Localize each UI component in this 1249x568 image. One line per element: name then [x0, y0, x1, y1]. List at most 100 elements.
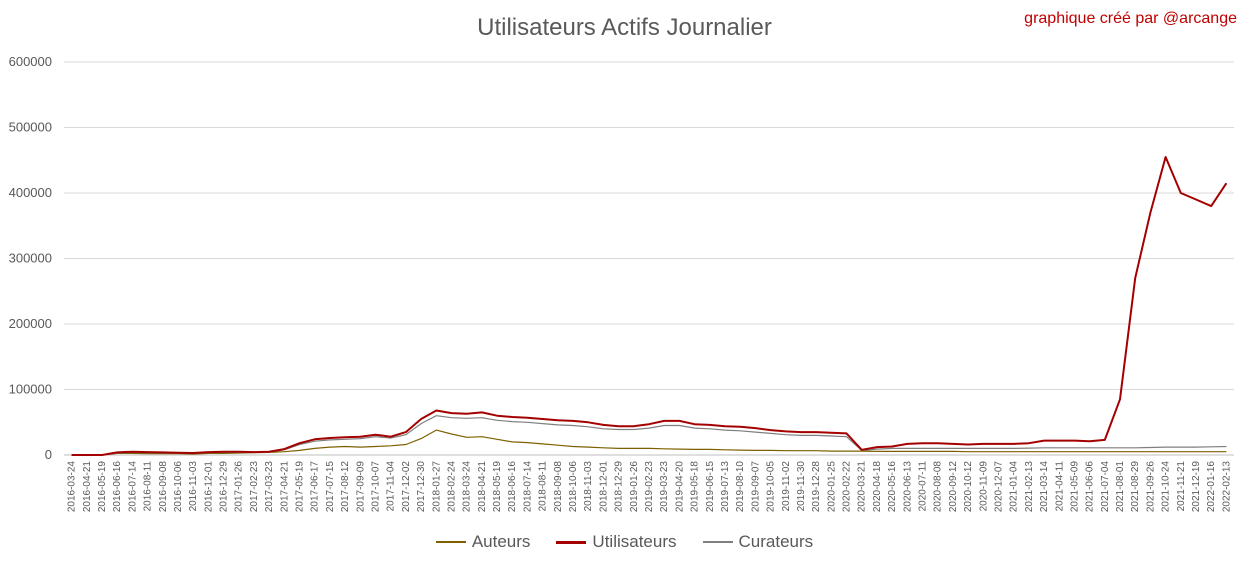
chart-title: Utilisateurs Actifs Journalier	[477, 14, 772, 41]
y-tick-label: 400000	[9, 185, 52, 200]
x-tick-label: 2016-12-01	[203, 461, 214, 513]
x-tick-label: 2018-02-24	[446, 461, 457, 513]
x-tick-label: 2019-06-15	[705, 461, 716, 513]
x-tick-label: 2020-04-18	[872, 461, 883, 513]
x-tick-label: 2018-11-03	[583, 461, 594, 512]
legend: Auteurs Utilisateurs Curateurs	[0, 532, 1249, 552]
legend-item: Curateurs	[702, 532, 814, 552]
x-tick-label: 2020-07-11	[918, 461, 929, 512]
x-tick-label: 2016-06-16	[112, 461, 123, 513]
legend-swatch	[435, 541, 466, 543]
x-tick-label: 2016-10-06	[173, 461, 184, 513]
x-tick-label: 2018-12-29	[614, 461, 625, 513]
x-tick-label: 2020-06-13	[902, 461, 913, 513]
x-tick-label: 2016-09-08	[158, 461, 169, 513]
x-tick-label: 2017-04-21	[279, 461, 290, 513]
x-tick-label: 2018-07-14	[522, 461, 533, 513]
legend-label: Auteurs	[471, 532, 531, 551]
series-line-auteurs	[71, 429, 1227, 456]
x-tick-label: 2018-10-06	[568, 461, 579, 513]
x-tick-label: 2018-06-16	[507, 461, 518, 513]
x-tick-label: 2018-12-01	[598, 461, 609, 513]
x-tick-label: 2022-01-16	[1206, 461, 1217, 513]
x-tick-label: 2020-09-12	[948, 461, 959, 513]
x-tick-label: 2021-12-19	[1191, 461, 1202, 513]
x-tick-label: 2017-05-19	[295, 461, 306, 513]
x-tick-label: 2017-12-02	[401, 461, 412, 513]
x-tick-label: 2016-05-19	[97, 461, 108, 513]
x-tick-label: 2016-04-21	[82, 461, 93, 513]
x-tick-label: 2017-08-12	[340, 461, 351, 513]
legend-item: Utilisateurs	[556, 532, 677, 552]
x-tick-label: 2017-09-09	[355, 461, 366, 513]
x-tick-label: 2022-02-13	[1221, 461, 1232, 513]
x-tick-label: 2016-11-03	[188, 461, 199, 512]
x-tick-label: 2021-01-04	[1009, 461, 1020, 513]
x-tick-label: 2020-02-22	[842, 461, 853, 513]
x-tick-label: 2017-11-04	[386, 461, 397, 512]
x-tick-label: 2020-05-16	[887, 461, 898, 513]
x-tick-label: 2020-03-21	[857, 461, 868, 513]
x-tick-label: 2021-07-04	[1100, 461, 1111, 513]
x-tick-label: 2019-12-28	[811, 461, 822, 513]
x-tick-label: 2016-08-11	[143, 461, 154, 512]
x-tick-label: 2019-09-07	[750, 461, 761, 513]
y-tick-label: 600000	[9, 54, 52, 69]
y-tick-label: 0	[45, 447, 52, 462]
chart-credit: graphique créé par @arcange	[1024, 10, 1237, 27]
x-tick-label: 2020-10-12	[963, 461, 974, 513]
legend-swatch	[556, 540, 587, 544]
x-tick-label: 2020-11-09	[978, 461, 989, 512]
series-line-utilisateurs	[71, 156, 1228, 456]
x-tick-label: 2021-10-24	[1161, 461, 1172, 513]
x-tick-label: 2019-08-10	[735, 461, 746, 513]
x-tick-label: 2019-11-02	[781, 461, 792, 512]
y-tick-label: 300000	[9, 251, 52, 266]
x-tick-label: 2018-05-19	[492, 461, 503, 513]
x-tick-label: 2019-05-18	[690, 461, 701, 513]
x-tick-label: 2017-03-23	[264, 461, 275, 513]
x-tick-label: 2020-08-08	[933, 461, 944, 513]
x-tick-label: 2017-12-30	[416, 461, 427, 513]
x-tick-label: 2019-10-05	[766, 461, 777, 513]
x-tick-label: 2021-03-14	[1039, 461, 1050, 513]
x-tick-label: 2016-12-29	[219, 461, 230, 513]
x-tick-label: 2021-09-26	[1145, 461, 1156, 513]
x-tick-label: 2019-03-23	[659, 461, 670, 513]
x-tick-label: 2019-07-13	[720, 461, 731, 513]
x-tick-label: 2018-03-24	[462, 461, 473, 513]
x-tick-label: 2021-02-13	[1024, 461, 1035, 513]
x-tick-label: 2020-12-07	[993, 461, 1004, 513]
legend-label: Curateurs	[738, 532, 814, 551]
legend-label: Utilisateurs	[592, 532, 677, 551]
legend-swatch	[702, 541, 733, 543]
x-tick-label: 2021-11-21	[1176, 461, 1187, 512]
x-tick-label: 2019-01-26	[629, 461, 640, 513]
x-tick-label: 2019-04-20	[674, 461, 685, 513]
x-tick-label: 2016-07-14	[127, 461, 138, 513]
y-tick-label: 200000	[9, 316, 52, 331]
x-tick-label: 2019-11-30	[796, 461, 807, 512]
x-tick-label: 2017-06-17	[310, 461, 321, 513]
x-tick-label: 2021-06-06	[1085, 461, 1096, 513]
y-tick-label: 100000	[9, 382, 52, 397]
x-tick-label: 2021-08-01	[1115, 461, 1126, 513]
x-tick-label: 2016-03-24	[67, 461, 78, 513]
x-tick-label: 2018-09-08	[553, 461, 564, 513]
y-tick-label: 500000	[9, 120, 52, 135]
series-line-curateurs	[71, 415, 1227, 456]
x-tick-label: 2021-04-11	[1054, 461, 1065, 512]
x-tick-label: 2021-08-29	[1130, 461, 1141, 513]
x-tick-label: 2017-07-15	[325, 461, 336, 513]
x-tick-label: 2019-02-23	[644, 461, 655, 513]
x-tick-label: 2018-01-27	[431, 461, 442, 513]
x-tick-label: 2017-10-07	[370, 461, 381, 513]
x-tick-label: 2020-01-25	[826, 461, 837, 513]
x-tick-label: 2017-02-23	[249, 461, 260, 513]
x-tick-label: 2018-04-21	[477, 461, 488, 513]
x-tick-label: 2021-05-09	[1069, 461, 1080, 513]
x-tick-label: 2017-01-26	[234, 461, 245, 513]
x-tick-label: 2018-08-11	[538, 461, 549, 512]
legend-item: Auteurs	[435, 532, 531, 552]
